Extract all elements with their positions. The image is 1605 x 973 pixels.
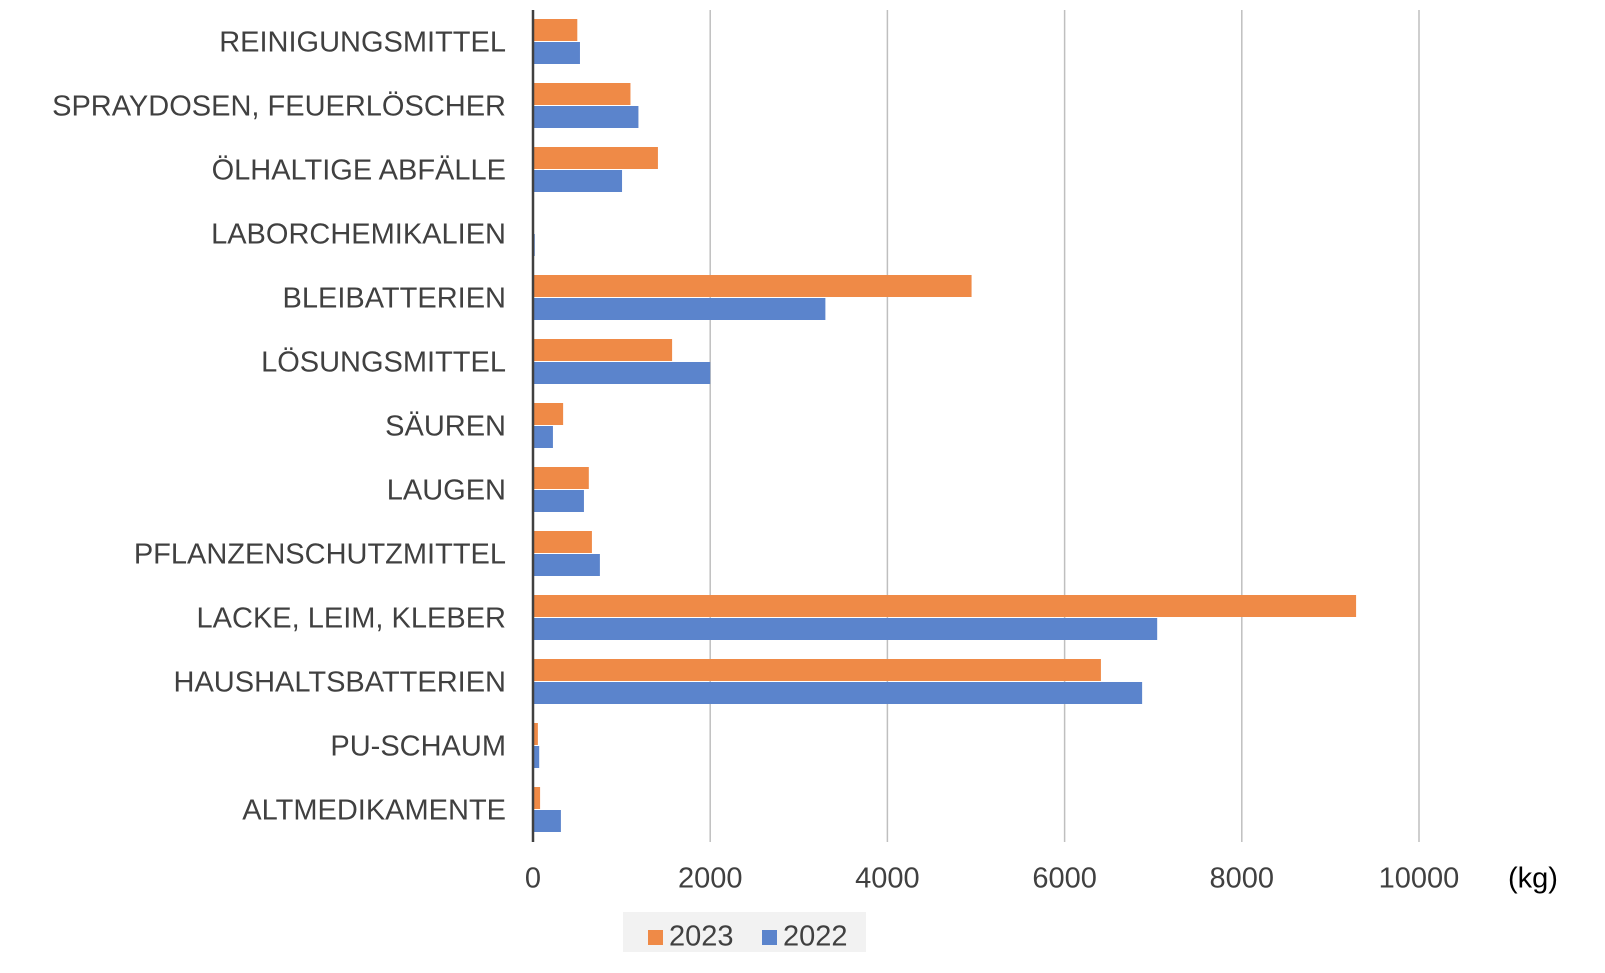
x-tick-label: 0 [525, 863, 541, 895]
y-tick-label: PFLANZENSCHUTZMITTEL [134, 539, 506, 571]
bar [533, 403, 564, 425]
y-tick-label: LACKE, LEIM, KLEBER [197, 603, 506, 635]
y-tick-label: REINIGUNGSMITTEL [219, 27, 506, 59]
legend-label: 2023 [669, 921, 734, 953]
legend-box [623, 912, 866, 952]
y-tick-label: ÖLHALTIGE ABFÄLLE [212, 155, 506, 187]
y-tick-label: SPRAYDOSEN, FEUERLÖSCHER [52, 91, 506, 123]
y-tick-label: ALTMEDIKAMENTE [242, 795, 506, 827]
x-tick-label: 6000 [1032, 863, 1097, 895]
bar [533, 810, 561, 832]
bar [533, 467, 589, 489]
bar [533, 42, 580, 64]
bar [533, 490, 584, 512]
x-tick-label: 8000 [1210, 863, 1275, 895]
x-tick-label: 10000 [1379, 863, 1460, 895]
bar [533, 554, 600, 576]
bar [533, 746, 540, 768]
bar [533, 723, 538, 745]
x-tick-label: 4000 [855, 863, 920, 895]
legend-swatch [762, 930, 777, 945]
bar [533, 275, 972, 297]
bar [533, 83, 631, 105]
unit-label: (kg) [1508, 863, 1558, 895]
bar [533, 595, 1357, 617]
y-tick-label: BLEIBATTERIEN [283, 283, 506, 315]
bar [533, 147, 658, 169]
y-tick-label: LÖSUNGSMITTEL [261, 347, 506, 379]
bar [533, 106, 639, 128]
bar [533, 362, 711, 384]
legend-label: 2022 [783, 921, 848, 953]
y-tick-label: LABORCHEMIKALIEN [211, 219, 506, 251]
bar [533, 339, 673, 361]
bar [533, 298, 826, 320]
y-tick-label: HAUSHALTSBATTERIEN [174, 667, 506, 699]
legend-swatch [648, 930, 663, 945]
y-tick-label: SÄUREN [385, 411, 506, 443]
bar [533, 426, 553, 448]
bar [533, 618, 1158, 640]
bar [533, 787, 541, 809]
y-tick-label: LAUGEN [387, 475, 506, 507]
bar [533, 682, 1143, 704]
bar [533, 659, 1101, 681]
bar [533, 19, 578, 41]
bar [533, 531, 592, 553]
x-tick-label: 2000 [678, 863, 743, 895]
bar [533, 170, 623, 192]
y-tick-label: PU-SCHAUM [330, 731, 506, 763]
